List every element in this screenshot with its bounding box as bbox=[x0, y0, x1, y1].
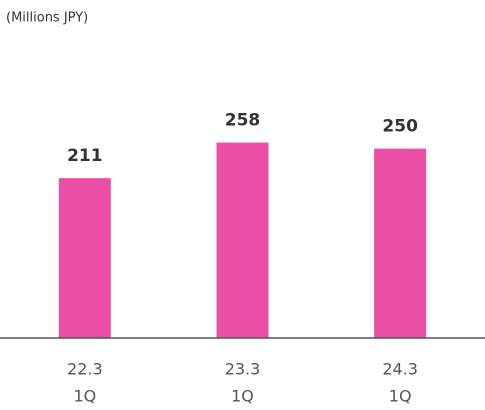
x-tick-label: 23.3 bbox=[225, 360, 261, 379]
x-tick-label: 1Q bbox=[73, 387, 96, 406]
x-tick-label: 1Q bbox=[389, 387, 412, 406]
bar bbox=[216, 142, 269, 338]
x-tick-label: 24.3 bbox=[382, 360, 418, 379]
bar bbox=[58, 178, 111, 338]
value-label: 211 bbox=[67, 146, 103, 166]
value-label: 258 bbox=[225, 111, 261, 131]
x-tick-label: 22.3 bbox=[67, 360, 103, 379]
value-label: 250 bbox=[382, 117, 418, 137]
x-tick-label: 1Q bbox=[231, 387, 254, 406]
unit-label: (Millions JPY) bbox=[6, 11, 88, 26]
bar bbox=[374, 148, 427, 338]
